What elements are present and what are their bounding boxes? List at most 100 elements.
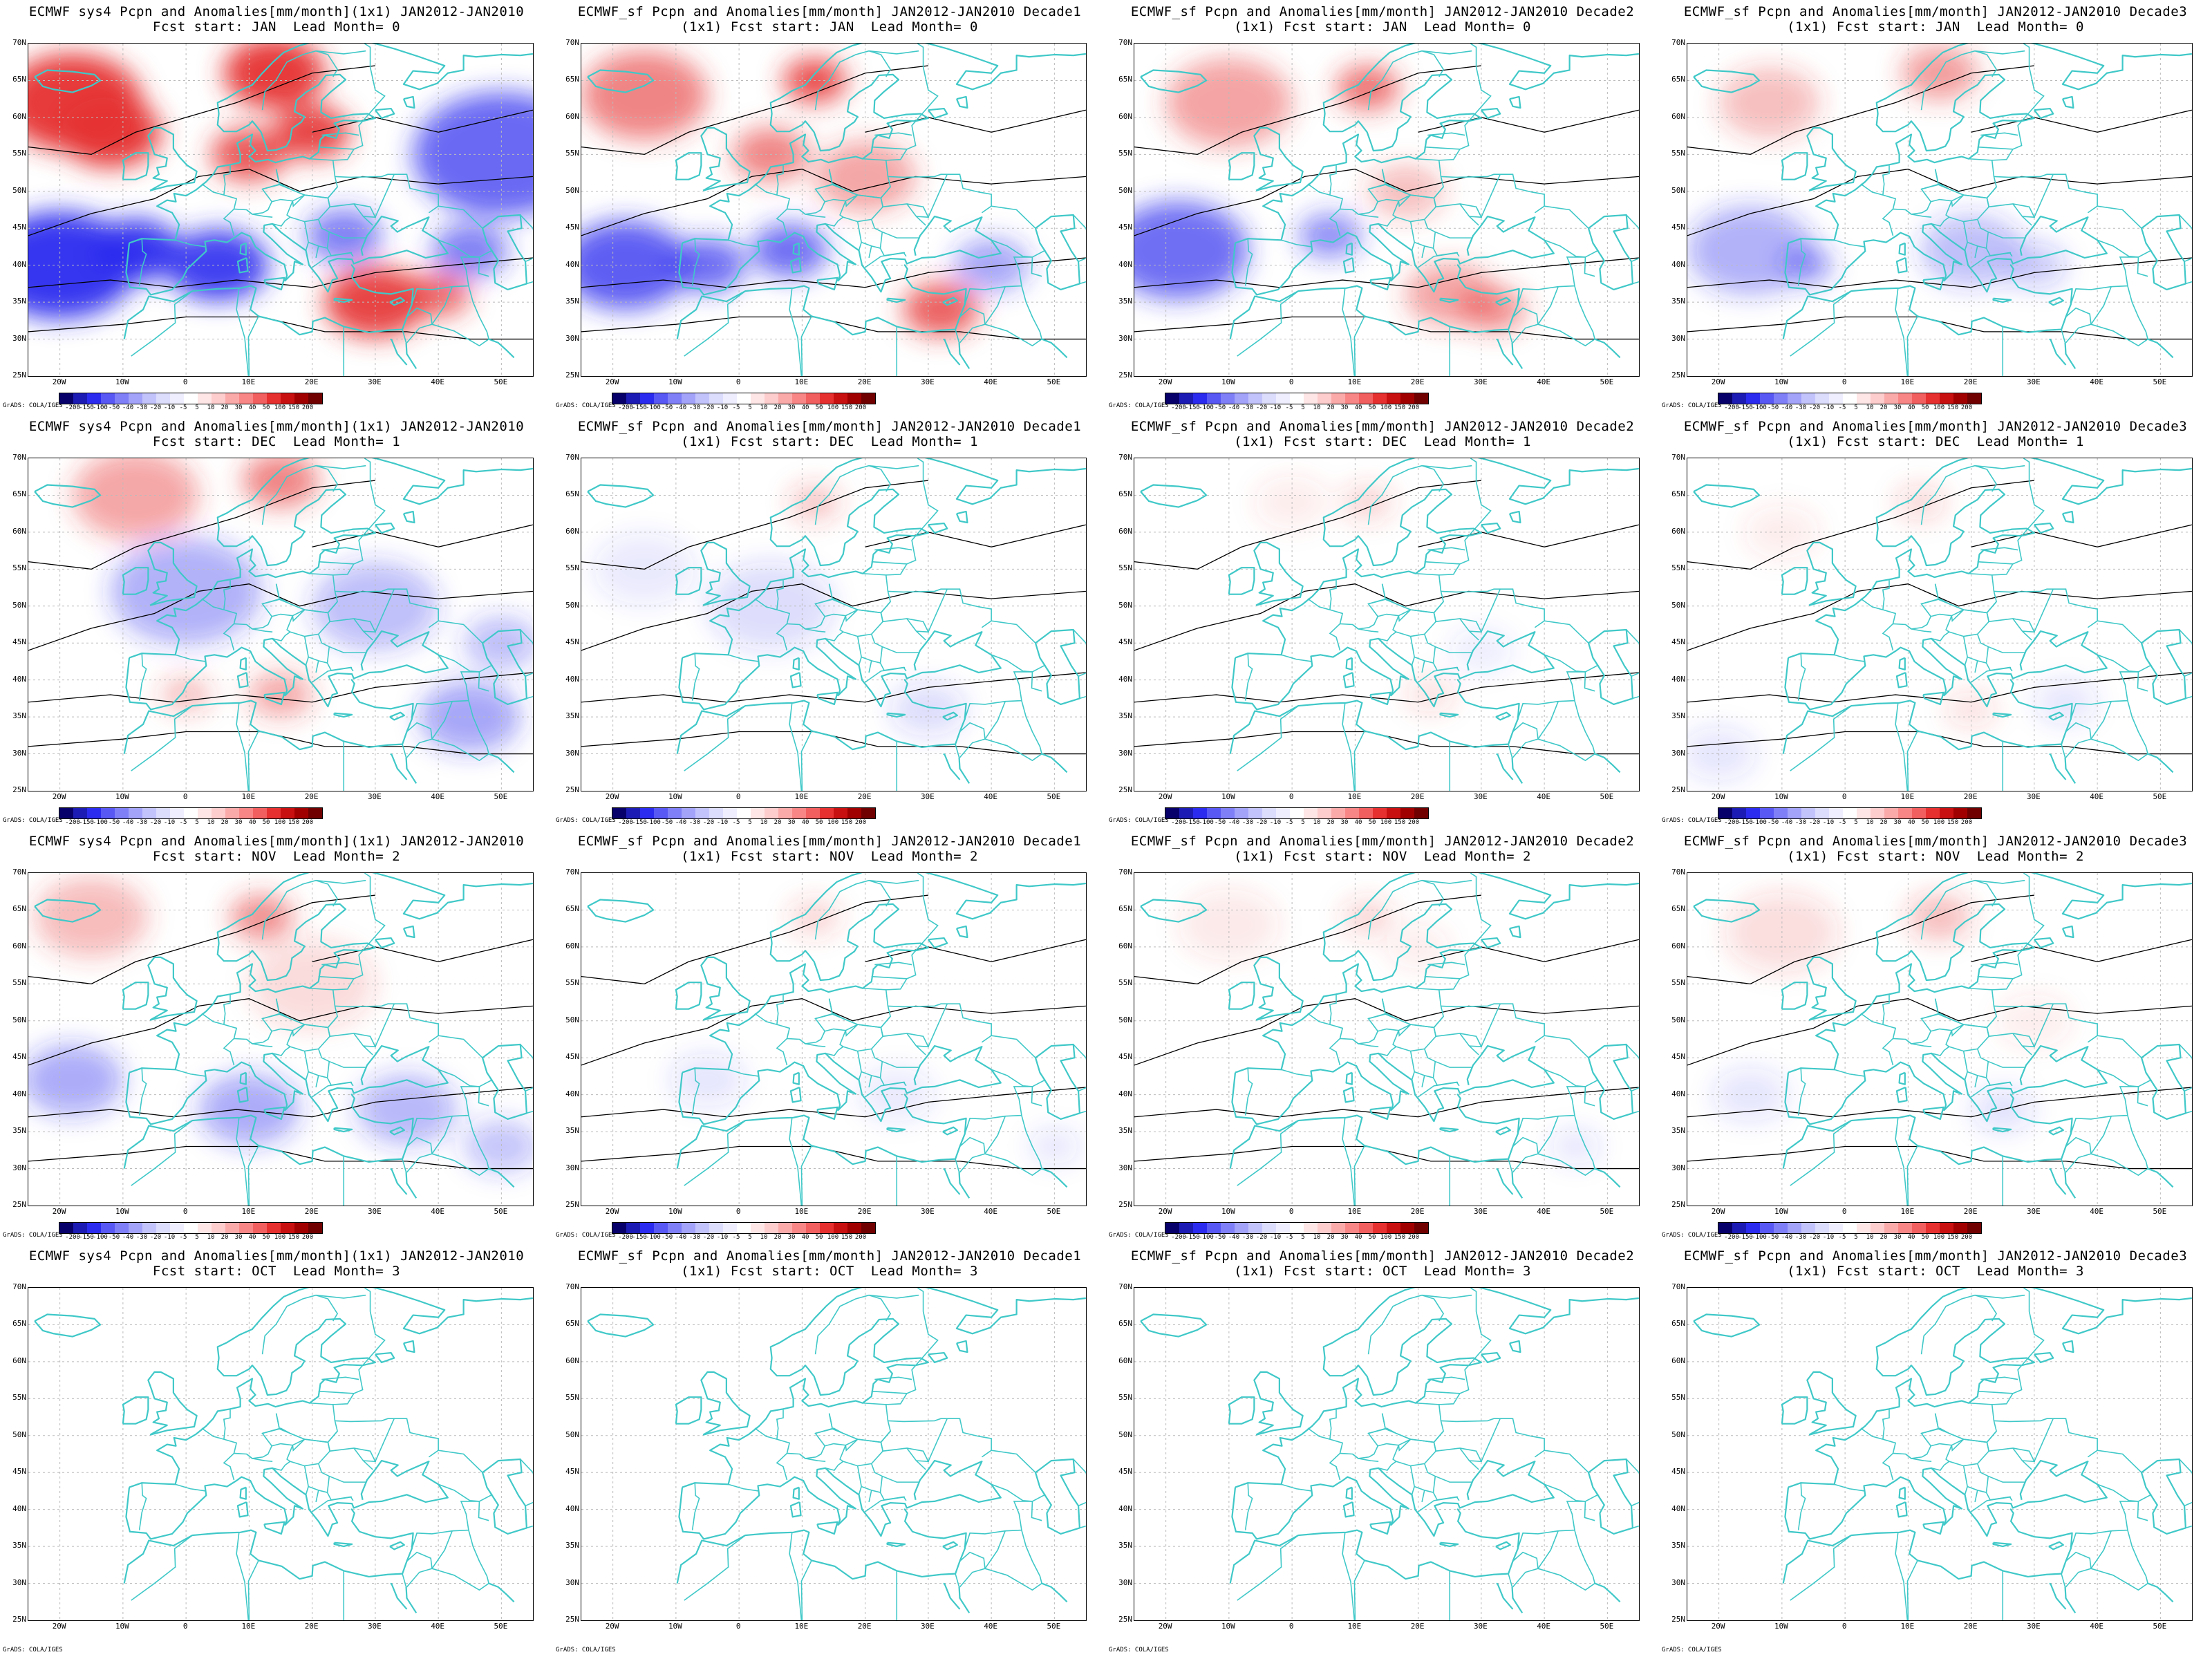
country-border — [2185, 281, 2192, 285]
country-border — [1352, 209, 1379, 218]
colorbar-swatch — [723, 808, 737, 818]
country-border — [799, 624, 826, 632]
colorbar-label: -20 — [149, 819, 162, 826]
longitude-label: 20W — [1158, 792, 1172, 801]
coastlines — [587, 44, 1086, 376]
graticule — [1687, 873, 2192, 1206]
latitude-label: 30N — [12, 1577, 26, 1587]
latitude-label: 30N — [1671, 333, 1685, 343]
colorbar-swatch — [1221, 393, 1235, 404]
longitude-label: 20E — [1963, 792, 1978, 801]
map-canvas — [1687, 458, 2192, 791]
coastline — [1898, 1071, 1906, 1085]
colorbar-label: 100 — [1380, 1234, 1392, 1241]
country-border — [1418, 1496, 1459, 1512]
longitude-label: 20W — [1711, 377, 1725, 386]
country-border — [728, 239, 759, 247]
longitude-label: 30E — [367, 792, 382, 801]
country-border — [1512, 307, 1539, 344]
colorbar-swatch — [170, 393, 184, 404]
country-border — [353, 203, 377, 218]
panel-subtitle: (1x1) Fcst start: OCT Lead Month= 3 — [1787, 1264, 2084, 1279]
colorbar-label: 40 — [248, 819, 256, 826]
colorbar-label: 5 — [1301, 819, 1305, 826]
country-border — [1544, 239, 1599, 258]
coastline — [375, 522, 395, 534]
coastline — [263, 276, 285, 291]
colorbar-label: -150 — [79, 404, 94, 411]
panel-subtitle: (1x1) Fcst start: NOV Lead Month= 2 — [1234, 849, 1531, 864]
country-border — [411, 671, 489, 720]
longitude-label: 20W — [52, 377, 66, 386]
longitude-label: 10E — [241, 1207, 256, 1216]
colorbar-swatch — [640, 1223, 654, 1233]
country-border — [1632, 1110, 1639, 1114]
country-border — [375, 1418, 395, 1462]
grads-credit: GrADS: COLA/IGES — [1662, 402, 1722, 409]
country-border — [332, 120, 364, 161]
coastline — [1228, 567, 1255, 595]
colorbar — [1718, 393, 1982, 404]
coastline — [2147, 753, 2174, 774]
country-border — [984, 286, 1006, 325]
coastline — [125, 1045, 449, 1125]
country-border — [1971, 666, 2012, 683]
latitude-label: 55N — [1671, 563, 1685, 573]
coastline — [1140, 1313, 1208, 1338]
panel-subtitle: (1x1) Fcst start: DEC Lead Month= 1 — [1234, 434, 1531, 449]
colorbar-swatch — [1304, 393, 1318, 404]
coastline — [1229, 1508, 1520, 1584]
negative-anomaly — [413, 92, 533, 217]
country-border — [262, 183, 306, 207]
coastline — [587, 484, 655, 508]
colorbar-label: -40 — [122, 819, 134, 826]
panel-title: ECMWF_sf Pcpn and Anomalies[mm/month] JA… — [1130, 1248, 1635, 1264]
colorbar-label: -200 — [1724, 819, 1739, 826]
colorbar-label: -150 — [1738, 1234, 1753, 1241]
country-border — [1991, 1365, 2023, 1405]
latitude-label: 65N — [565, 489, 579, 499]
latitude-label: 70N — [12, 868, 26, 877]
coastline — [371, 44, 533, 91]
longitude-label: 50E — [2153, 377, 2167, 386]
negative-anomaly — [1134, 201, 1248, 299]
country-border — [1962, 221, 1968, 251]
colorbar-swatch — [1926, 1223, 1940, 1233]
country-border — [1237, 1120, 1299, 1186]
colorbar-label: -50 — [108, 404, 120, 411]
contour-line — [581, 583, 1086, 651]
latitude-label: 50N — [12, 1015, 26, 1024]
country-border — [2179, 1459, 2192, 1507]
country-border — [223, 165, 231, 196]
latitude-label: 50N — [1118, 185, 1132, 195]
colorbar-swatch — [1248, 1223, 1262, 1233]
negative-anomaly — [110, 538, 262, 645]
country-border — [799, 209, 826, 218]
country-border — [915, 44, 939, 122]
colorbar-swatch — [1276, 808, 1290, 818]
colorbar-label: -150 — [632, 404, 647, 411]
colorbar-swatch — [1829, 393, 1843, 404]
country-border — [1962, 1465, 1968, 1495]
graticule — [28, 1288, 533, 1620]
country-border — [2127, 1530, 2148, 1584]
colorbar-swatch — [654, 808, 668, 818]
country-border — [2097, 239, 2152, 258]
country-border — [928, 1418, 948, 1462]
contour-line — [1687, 894, 2034, 985]
colorbar-label: 50 — [815, 1234, 823, 1241]
contour-line — [28, 672, 533, 703]
colorbar-swatch — [1760, 393, 1774, 404]
colorbar-label: 30 — [1340, 404, 1349, 411]
longitude-label: 50E — [1600, 1207, 1614, 1216]
panel-subtitle: Fcst start: JAN Lead Month= 0 — [152, 19, 401, 35]
colorbar-label: -100 — [1199, 404, 1214, 411]
country-border — [1986, 1430, 2032, 1470]
colorbar-label: -100 — [1199, 1234, 1214, 1241]
latitude-label: 55N — [565, 1393, 579, 1403]
longitude-label: 10E — [1347, 1622, 1362, 1631]
colorbar-swatch — [806, 808, 820, 818]
contour-line — [865, 939, 1086, 962]
coastline — [481, 628, 527, 706]
colorbar-label: -50 — [1767, 404, 1779, 411]
